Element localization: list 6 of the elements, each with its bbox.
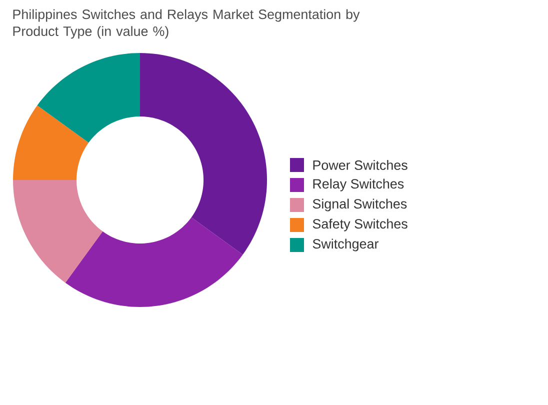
legend-label: Power Switches: [313, 160, 408, 170]
legend-label: Relay Switches: [313, 178, 404, 192]
chart-title: Philippines Switches and Relays Market Segmentation by Product Type (in value %): [13, 9, 360, 39]
legend-label: Safety Switches: [312, 218, 408, 232]
legend-label: Switchgear: [312, 238, 378, 252]
legend-label: Signal Switches: [312, 198, 407, 212]
